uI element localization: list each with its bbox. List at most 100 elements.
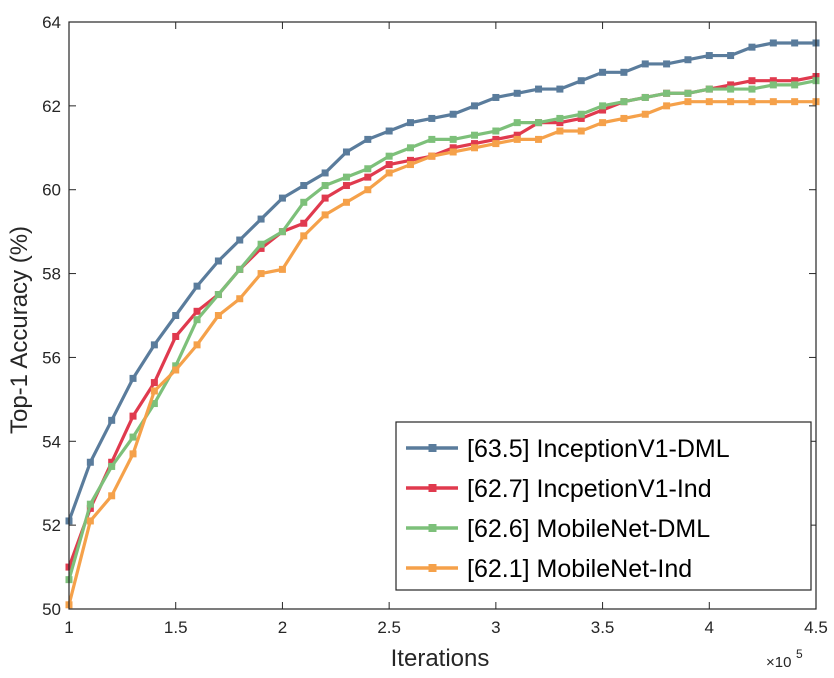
data-point <box>172 332 180 340</box>
data-point <box>86 458 94 466</box>
data-point <box>428 114 436 122</box>
data-point <box>300 219 308 227</box>
data-point <box>321 194 329 202</box>
data-point <box>129 450 137 458</box>
data-point <box>193 341 201 349</box>
legend-entry: [62.6] MobileNet-DML <box>406 515 710 543</box>
legend-label: [62.1] MobileNet-Ind <box>467 555 692 583</box>
data-point <box>428 152 436 160</box>
data-point <box>535 135 543 143</box>
data-point <box>663 89 671 97</box>
data-point <box>577 77 585 85</box>
data-point <box>449 110 457 118</box>
data-point <box>193 307 201 315</box>
data-point <box>108 416 116 424</box>
data-point <box>471 140 479 148</box>
x-tick-label: 2.5 <box>377 618 401 637</box>
data-point <box>364 173 372 181</box>
data-point <box>385 161 393 169</box>
legend-entry: [63.5] InceptionV1-DML <box>406 435 730 463</box>
data-point <box>86 500 94 508</box>
data-point <box>300 232 308 240</box>
data-point <box>406 161 414 169</box>
data-point <box>278 228 286 236</box>
data-point <box>150 379 158 387</box>
data-point <box>705 85 713 93</box>
data-point <box>321 182 329 190</box>
data-point <box>620 68 628 76</box>
y-tick-label: 62 <box>42 97 61 116</box>
data-point <box>556 119 564 127</box>
data-point <box>193 282 201 290</box>
data-point <box>406 144 414 152</box>
data-point <box>513 135 521 143</box>
data-point <box>535 85 543 93</box>
data-point <box>385 169 393 177</box>
data-point <box>300 198 308 206</box>
data-point <box>727 98 735 106</box>
data-point <box>364 135 372 143</box>
data-point <box>577 110 585 118</box>
data-point <box>129 374 137 382</box>
data-point <box>385 152 393 160</box>
data-point <box>556 127 564 135</box>
data-point <box>663 60 671 68</box>
x-tick-label: 4.5 <box>804 618 828 637</box>
data-point <box>321 169 329 177</box>
data-point <box>364 165 372 173</box>
data-point <box>236 236 244 244</box>
data-point <box>748 98 756 106</box>
data-point <box>172 362 180 370</box>
data-point <box>300 182 308 190</box>
data-point <box>620 114 628 122</box>
data-point <box>513 131 521 139</box>
data-point <box>342 198 350 206</box>
data-point <box>748 85 756 93</box>
y-tick-label: 54 <box>42 432 61 451</box>
data-point <box>342 173 350 181</box>
x-axis-label: Iterations <box>391 645 490 672</box>
data-point <box>406 119 414 127</box>
data-point <box>342 148 350 156</box>
data-point <box>86 517 94 525</box>
data-point <box>172 312 180 319</box>
series-4 <box>65 98 820 609</box>
data-point <box>663 102 671 110</box>
data-point <box>727 81 735 89</box>
data-point <box>748 43 756 51</box>
y-tick-label: 60 <box>42 181 61 200</box>
series-layer <box>65 39 820 609</box>
x-axis-multiplier-exponent: 5 <box>796 647 803 661</box>
data-point <box>129 412 137 420</box>
data-point <box>108 492 116 500</box>
legend-swatch-marker <box>428 484 437 492</box>
data-point <box>769 81 777 89</box>
legend-label: [63.5] InceptionV1-DML <box>467 435 730 463</box>
y-tick-label: 50 <box>42 600 61 619</box>
data-point <box>513 119 521 127</box>
data-point <box>791 81 799 89</box>
data-point <box>641 93 649 101</box>
legend-swatch-marker <box>428 524 437 532</box>
data-point <box>428 135 436 143</box>
x-tick-label: 1 <box>64 618 73 637</box>
data-point <box>556 85 564 93</box>
series-line <box>67 79 817 581</box>
data-point <box>577 127 585 135</box>
data-point <box>108 462 116 470</box>
data-point <box>791 77 799 85</box>
data-point <box>172 366 180 374</box>
legend-swatch-marker <box>428 564 437 572</box>
series-line <box>67 100 816 606</box>
data-point <box>108 458 116 466</box>
data-point <box>150 387 158 395</box>
x-axis-multiplier: ×10 <box>766 654 791 671</box>
data-point <box>492 140 500 148</box>
data-point <box>535 119 543 127</box>
data-point <box>449 148 457 156</box>
data-point <box>705 52 713 60</box>
data-point <box>684 89 692 97</box>
legend-box <box>395 421 812 591</box>
y-tick-label: 56 <box>42 348 61 367</box>
